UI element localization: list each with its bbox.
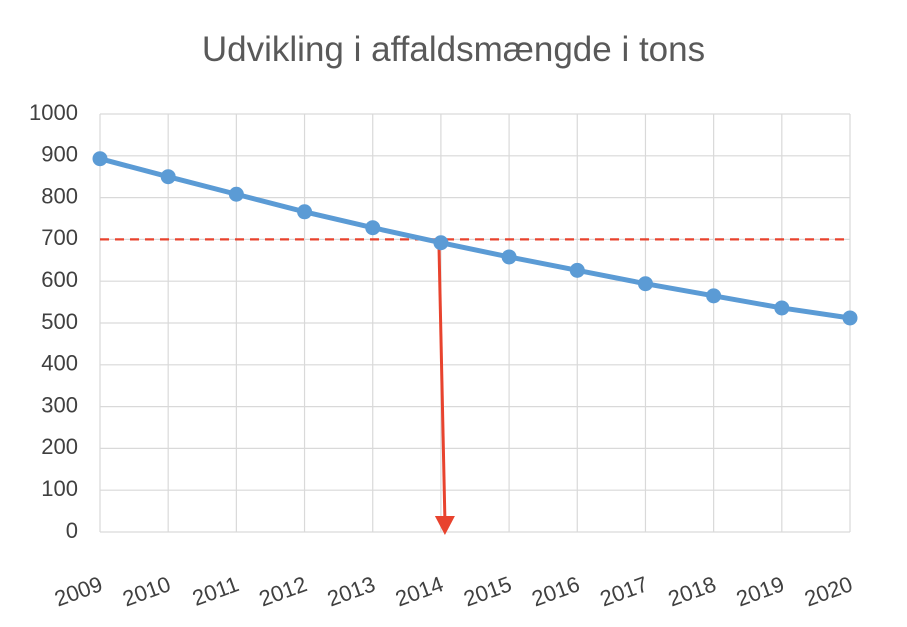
annotations (100, 238, 850, 535)
y-tick-label: 900 (41, 142, 78, 167)
x-tick-label: 2019 (733, 571, 788, 611)
y-tick-label: 800 (41, 183, 78, 208)
x-tick-label: 2014 (392, 571, 447, 611)
x-tick-label: 2013 (324, 571, 379, 611)
data-point (637, 276, 653, 292)
y-tick-label: 200 (41, 434, 78, 459)
x-tick-label: 2018 (665, 571, 720, 611)
x-tick-label: 2015 (460, 571, 515, 611)
y-tick-label: 400 (41, 351, 78, 376)
x-tick-label: 2017 (597, 571, 652, 611)
x-tick-label: 2011 (189, 571, 242, 611)
data-point (501, 249, 517, 265)
x-tick-label: 2012 (256, 571, 311, 611)
data-point (365, 220, 381, 236)
x-tick-label: 2016 (528, 571, 583, 611)
x-tick-label: 2020 (801, 571, 856, 611)
x-tick-label: 2009 (51, 571, 106, 611)
y-tick-label: 700 (41, 225, 78, 250)
y-axis-ticks: 0 100 200 300 400 500 600 700 800 900 1000 (29, 100, 78, 543)
data-point (92, 151, 108, 167)
arrow-shaft (437, 242, 447, 521)
x-axis-ticks: 2009 2010 2011 2012 2013 2014 2015 2016 2017 2018… (51, 571, 856, 611)
data-point (842, 310, 858, 326)
series-layer (92, 151, 858, 326)
y-tick-label: 500 (41, 309, 78, 334)
x-tick-label: 2010 (119, 571, 174, 611)
y-tick-label: 100 (41, 476, 78, 501)
data-point (433, 235, 449, 251)
y-tick-label: 600 (41, 267, 78, 292)
grid (99, 113, 851, 533)
data-point (160, 169, 176, 185)
series-line (97, 156, 853, 321)
data-point (774, 300, 790, 316)
data-point (297, 204, 313, 220)
y-tick-label: 0 (66, 518, 78, 543)
data-point (706, 288, 722, 304)
arrow-head (434, 516, 455, 535)
chart-title: Udvikling i affaldsmængde i tons (201, 30, 706, 69)
data-point (569, 262, 585, 278)
y-tick-label: 300 (41, 392, 78, 417)
y-tick-label: 1000 (29, 100, 78, 125)
data-point (228, 186, 244, 202)
